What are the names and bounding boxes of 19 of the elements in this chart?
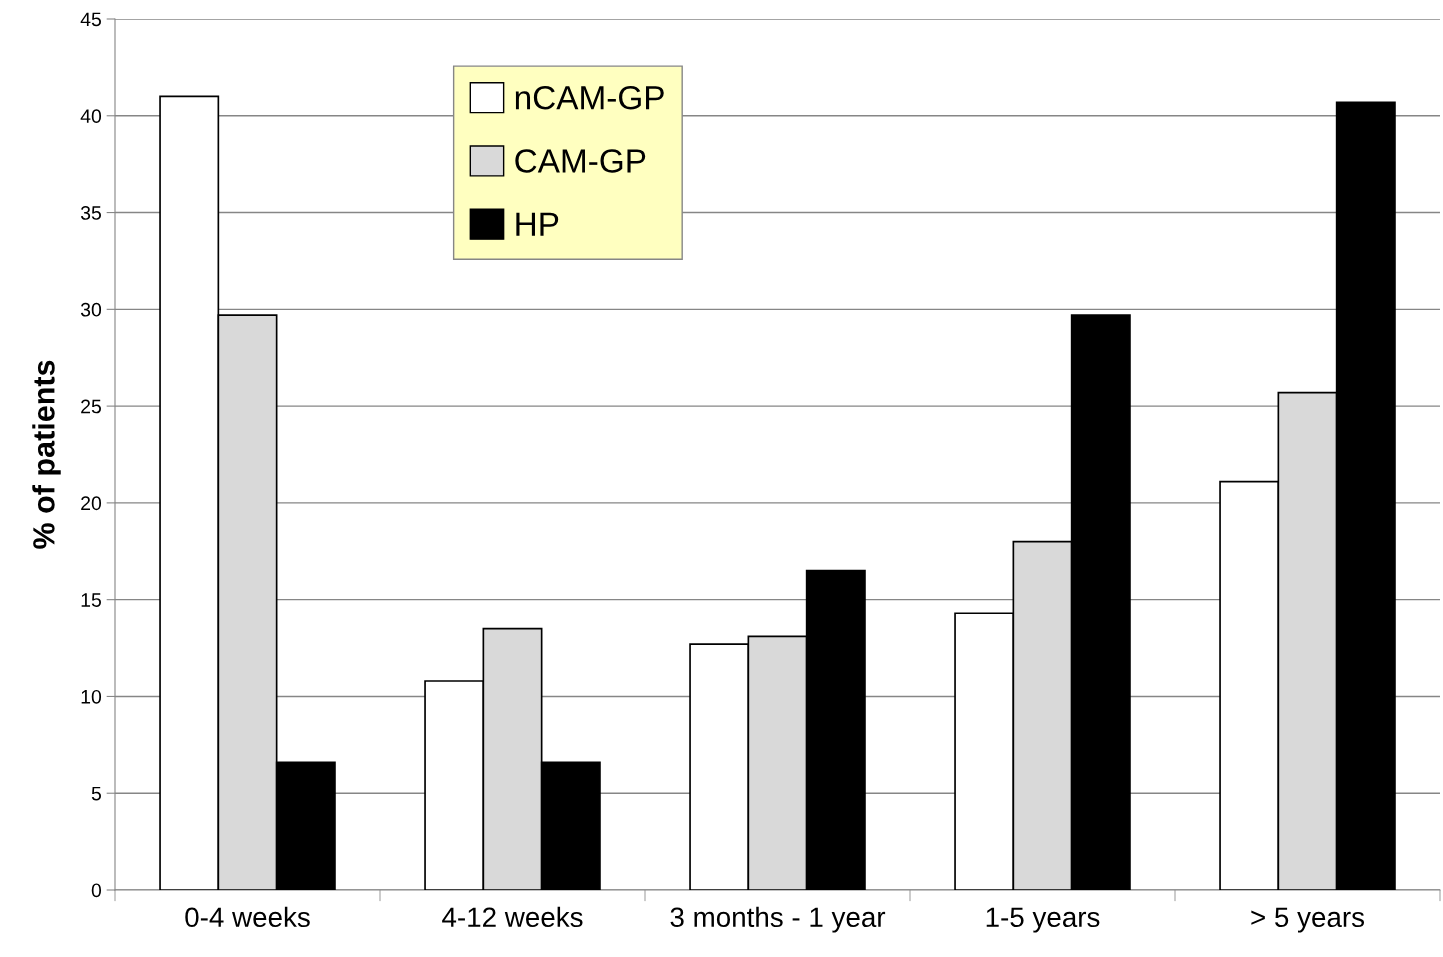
y-tick-label: 40: [80, 109, 102, 124]
y-tick-label: 15: [81, 593, 101, 607]
x-tick-label: 0-4 weeks: [185, 906, 310, 928]
y-tick-label: 45: [80, 12, 101, 27]
x-tick-label: 3 months - 1 year: [670, 906, 886, 933]
legend-label: CAM-GP: [515, 149, 646, 173]
y-tick-label: 0: [91, 883, 102, 898]
y-tick-label: 25: [81, 399, 101, 414]
x-tick-label: 1-5 years: [986, 907, 1100, 933]
y-tick-label: 35: [80, 206, 101, 220]
y-tick-label: 10: [81, 689, 102, 704]
y-tick-label: 5: [91, 786, 101, 801]
legend-label: HP: [516, 212, 559, 236]
x-tick-label: 4-12 weeks: [442, 906, 583, 928]
y-tick-label: 20: [81, 496, 102, 511]
x-tick-label: > 5 years: [1251, 907, 1365, 933]
y-tick-label: 30: [80, 302, 102, 317]
y-axis-title: % of patients: [32, 360, 61, 549]
legend-label: nCAM-GP: [515, 85, 664, 110]
